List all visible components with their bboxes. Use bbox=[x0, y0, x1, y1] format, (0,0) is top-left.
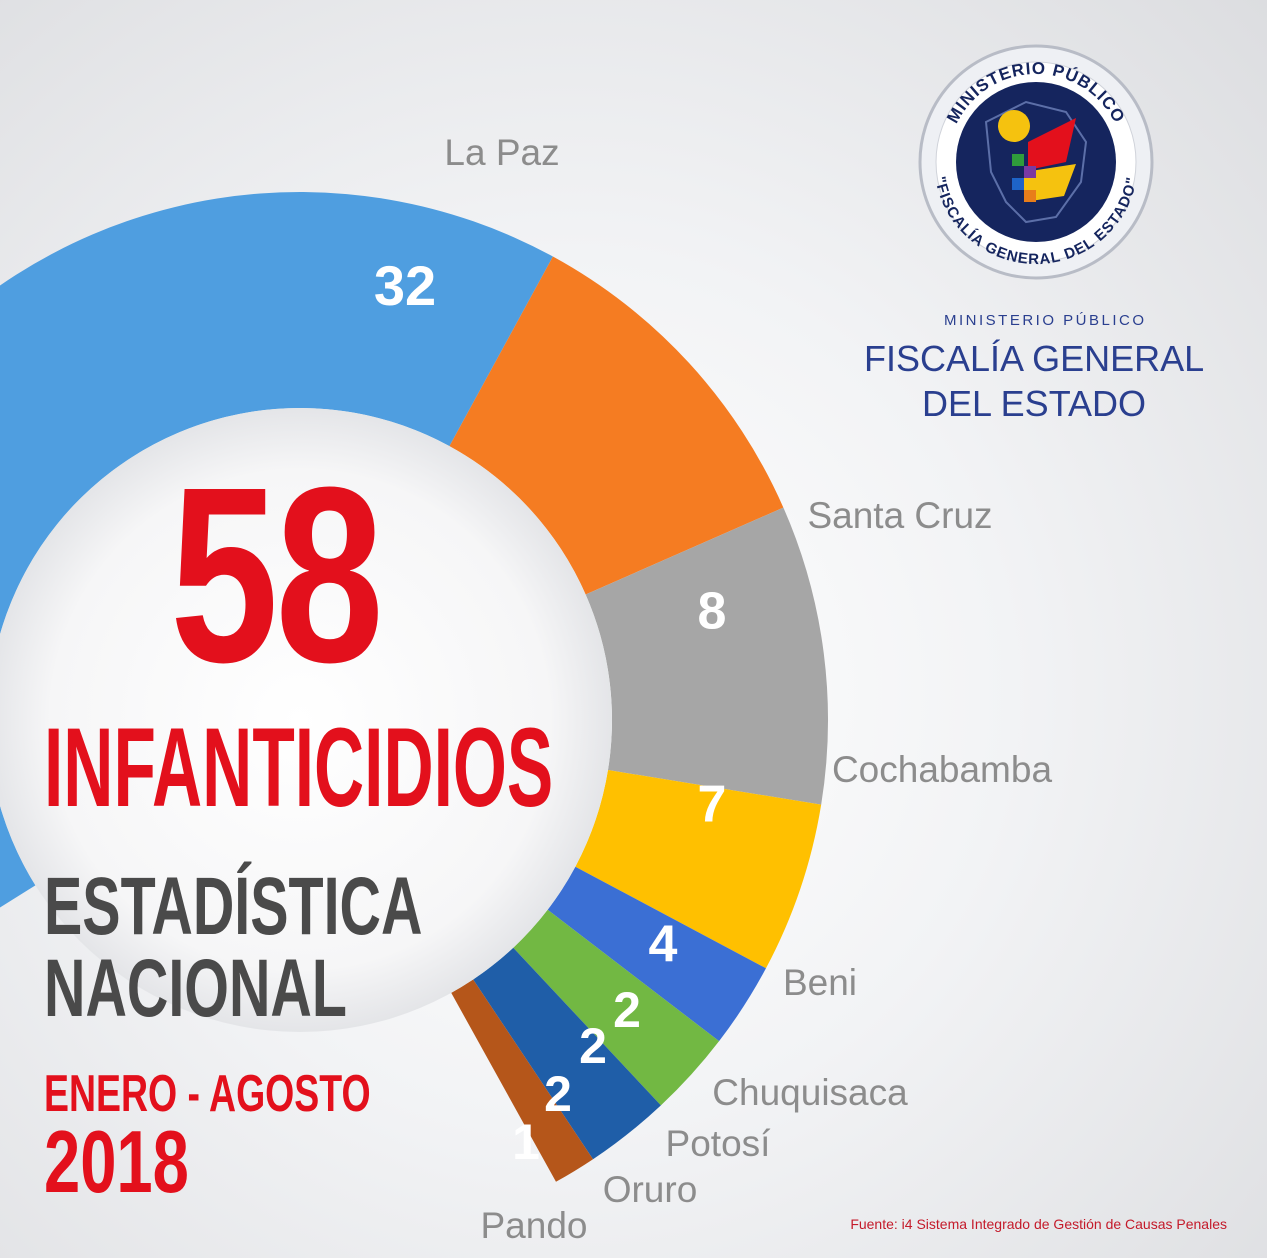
segment-santa-cruz bbox=[449, 256, 784, 595]
segment-cochabamba bbox=[585, 507, 828, 805]
value-label-pando: 1 bbox=[512, 1114, 540, 1170]
category-label-santa-cruz: Santa Cruz bbox=[807, 495, 992, 536]
period-label: ENERO - AGOSTO bbox=[44, 1065, 371, 1123]
category-label-chuquisaca: Chuquisaca bbox=[712, 1072, 908, 1113]
year-label: 2018 bbox=[44, 1112, 189, 1211]
segment-labels: La Paz Santa Cruz Cochabamba Beni Chuquisaca… bbox=[444, 132, 1052, 1246]
inner-disc bbox=[0, 408, 612, 1032]
subtitle-line-1: ESTADÍSTICA bbox=[44, 861, 423, 952]
value-label-oruro: 2 bbox=[544, 1066, 572, 1122]
org-small-label: MINISTERIO PÚBLICO bbox=[944, 312, 1147, 329]
value-label-potosi: 2 bbox=[579, 1018, 607, 1074]
segment-oruro bbox=[473, 947, 661, 1160]
source-note: Fuente: i4 Sistema Integrado de Gestión … bbox=[850, 1216, 1227, 1232]
category-label-cochabamba: Cochabamba bbox=[832, 749, 1053, 790]
org-name-line-2: DEL ESTADO bbox=[921, 383, 1147, 424]
value-label-cochabamba: 7 bbox=[698, 776, 727, 834]
total-number: 58 bbox=[170, 435, 384, 714]
org-name-line-1: FISCALÍA GENERAL bbox=[864, 338, 1205, 379]
segment-la-paz bbox=[0, 192, 553, 908]
value-label-chuquisaca: 2 bbox=[613, 982, 641, 1038]
segment-pando bbox=[451, 979, 594, 1182]
subtitle-line-2: NACIONAL bbox=[44, 943, 347, 1034]
category-label-oruro: Oruro bbox=[603, 1169, 698, 1210]
donut-segments bbox=[0, 192, 828, 1182]
value-label-beni: 4 bbox=[649, 916, 678, 974]
headline-title: INFANTICIDIOS bbox=[44, 705, 554, 830]
segment-beni bbox=[575, 770, 822, 969]
segment-chuquisaca bbox=[547, 866, 766, 1042]
value-label-santa-cruz: 8 bbox=[698, 583, 727, 641]
segment-potosi bbox=[513, 909, 720, 1106]
ministerio-publico-seal: MINISTERIO PÚBLICO "FISCALÍA GENERAL DEL… bbox=[918, 44, 1154, 280]
category-label-pando: Pando bbox=[481, 1205, 588, 1246]
category-label-la-paz: La Paz bbox=[444, 132, 559, 173]
category-label-potosi: Potosí bbox=[666, 1123, 772, 1164]
category-label-beni: Beni bbox=[783, 962, 857, 1003]
value-label-la-paz: 32 bbox=[374, 254, 436, 317]
